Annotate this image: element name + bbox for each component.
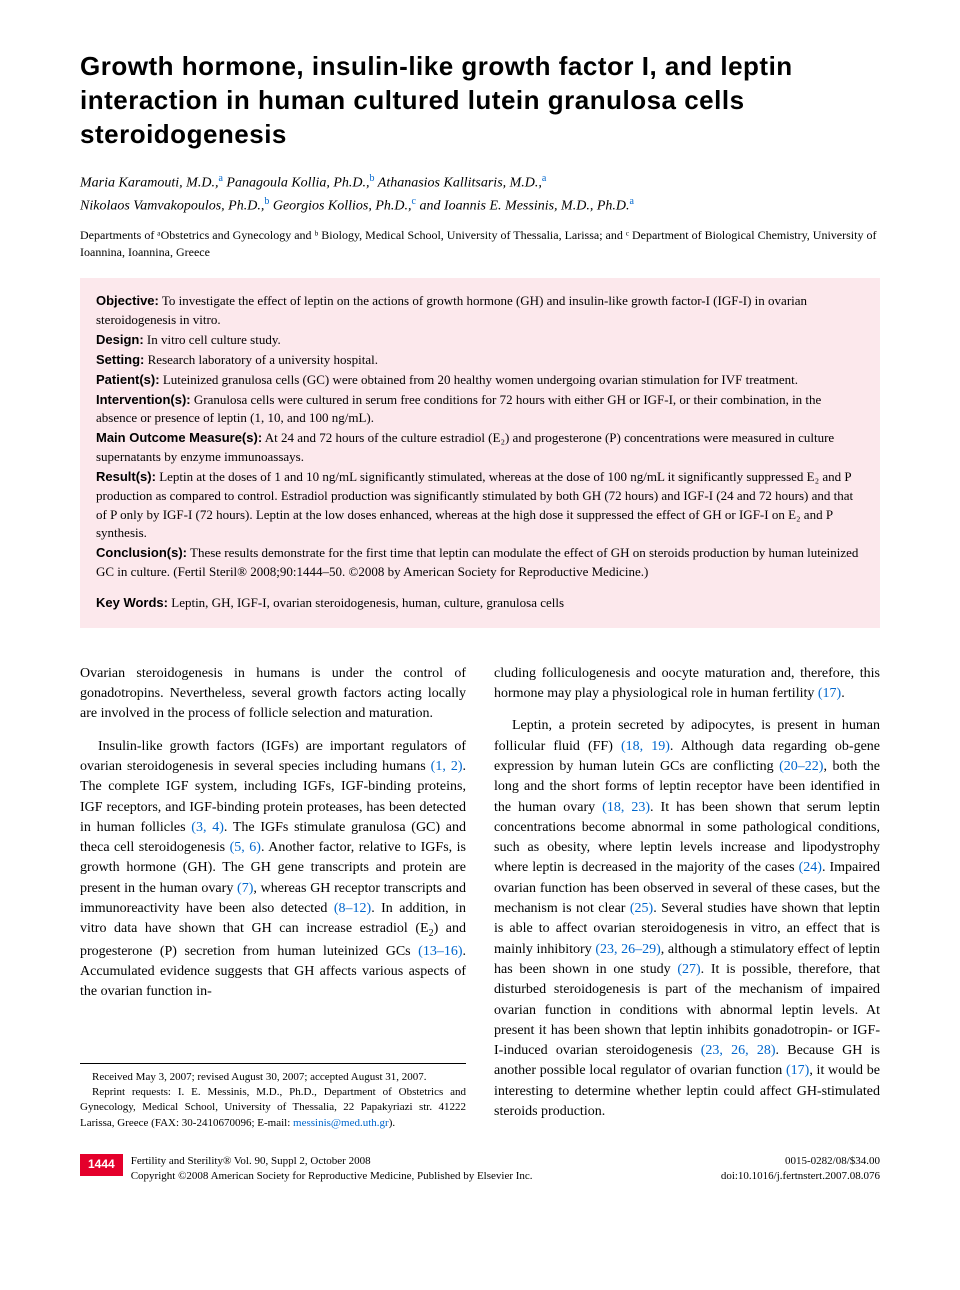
reprint-text: ). (389, 1117, 395, 1129)
doi: doi:10.1016/j.fertnstert.2007.08.076 (721, 1169, 880, 1183)
citation-link[interactable]: (27) (677, 962, 700, 977)
received-date: Received May 3, 2007; revised August 30,… (80, 1070, 466, 1085)
abstract-text: To investigate the effect of leptin on t… (96, 293, 807, 327)
body-text: Insulin-like growth factors (IGFs) are i… (80, 739, 466, 774)
received-info: Received May 3, 2007; revised August 30,… (80, 1063, 466, 1132)
email-link[interactable]: messinis@med.uth.gr (293, 1117, 389, 1129)
author: Nikolaos Vamvakopoulos, Ph.D., (80, 199, 264, 214)
abstract-label: Objective: (96, 293, 159, 308)
abstract-label: Intervention(s): (96, 392, 191, 407)
reprint-text: Reprint requests: I. E. Messinis, M.D., … (80, 1086, 466, 1129)
abstract-label: Setting: (96, 352, 144, 367)
authors-block: Maria Karamouti, M.D.,a Panagoula Kollia… (80, 171, 880, 216)
abstract-text: Research laboratory of a university hosp… (148, 352, 378, 367)
citation-link[interactable]: (1, 2) (431, 759, 463, 774)
citation-link[interactable]: (5, 6) (230, 840, 261, 855)
citation-link[interactable]: (25) (630, 901, 653, 916)
affiliations: Departments of ᵃObstetrics and Gynecolog… (80, 227, 880, 261)
citation-link[interactable]: (3, 4) (191, 820, 224, 835)
citation-link[interactable]: (7) (237, 881, 253, 896)
author-aff[interactable]: b (264, 196, 269, 207)
abstract-label: Patient(s): (96, 372, 160, 387)
abstract-text: These results demonstrate for the first … (96, 545, 858, 579)
abstract-label: Main Outcome Measure(s): (96, 430, 262, 445)
abstract-label: Result(s): (96, 469, 156, 484)
paragraph: Leptin, a protein secreted by adipocytes… (494, 716, 880, 1122)
abstract-box: Objective: To investigate the effect of … (80, 278, 880, 628)
citation-link[interactable]: (17) (818, 686, 841, 701)
citation-link[interactable]: (23, 26–29) (595, 942, 660, 957)
page-footer: 1444 Fertility and Sterility® Vol. 90, S… (80, 1154, 880, 1183)
page-number-badge: 1444 (80, 1154, 123, 1176)
author: Georgios Kollios, Ph.D., (273, 199, 412, 214)
abstract-label: Design: (96, 332, 144, 347)
author-aff[interactable]: c (412, 196, 416, 207)
citation-link[interactable]: (17) (786, 1063, 809, 1078)
author-aff[interactable]: a (218, 173, 222, 184)
journal-info: Fertility and Sterility® Vol. 90, Suppl … (131, 1154, 533, 1168)
citation-link[interactable]: (20–22) (779, 759, 823, 774)
author-aff[interactable]: b (370, 173, 375, 184)
reprint-requests: Reprint requests: I. E. Messinis, M.D., … (80, 1085, 466, 1131)
footer-right: 0015-0282/08/$34.00 doi:10.1016/j.fertns… (721, 1154, 880, 1183)
paragraph: cluding folliculogenesis and oocyte matu… (494, 664, 880, 705)
abstract-text: Luteinized granulosa cells (GC) were obt… (163, 372, 798, 387)
citation-link[interactable]: (23, 26, 28) (701, 1043, 776, 1058)
keywords-text: Leptin, GH, IGF-I, ovarian steroidogenes… (171, 595, 564, 610)
keywords-label: Key Words: (96, 595, 168, 610)
abstract-text: Granulosa cells were cultured in serum f… (96, 392, 821, 426)
author-aff[interactable]: a (630, 196, 634, 207)
footer-left: 1444 Fertility and Sterility® Vol. 90, S… (80, 1154, 533, 1183)
citation-link[interactable]: (24) (799, 860, 822, 875)
abstract-text: In vitro cell culture study. (147, 332, 281, 347)
issn-price: 0015-0282/08/$34.00 (721, 1154, 880, 1168)
body-text: . (841, 686, 845, 701)
citation-link[interactable]: (8–12) (334, 901, 371, 916)
author-aff[interactable]: a (542, 173, 546, 184)
column-right: cluding folliculogenesis and oocyte matu… (494, 664, 880, 1135)
author: Athanasios Kallitsaris, M.D., (378, 176, 542, 191)
author: Maria Karamouti, M.D., (80, 176, 218, 191)
body-columns: Ovarian steroidogenesis in humans is und… (80, 664, 880, 1135)
paragraph: Ovarian steroidogenesis in humans is und… (80, 664, 466, 725)
article-title: Growth hormone, insulin-like growth fact… (80, 50, 880, 151)
author: Panagoula Kollia, Ph.D., (226, 176, 369, 191)
copyright: Copyright ©2008 American Society for Rep… (131, 1169, 533, 1183)
citation-link[interactable]: (13–16) (418, 944, 462, 959)
column-left: Ovarian steroidogenesis in humans is und… (80, 664, 466, 1135)
author: and Ioannis E. Messinis, M.D., Ph.D. (420, 199, 630, 214)
abstract-text: Leptin at the doses of 1 and 10 ng/mL si… (96, 469, 853, 541)
citation-link[interactable]: (18, 23) (602, 800, 650, 815)
paragraph: Insulin-like growth factors (IGFs) are i… (80, 737, 466, 1003)
citation-link[interactable]: (18, 19) (621, 739, 670, 754)
abstract-label: Conclusion(s): (96, 545, 187, 560)
